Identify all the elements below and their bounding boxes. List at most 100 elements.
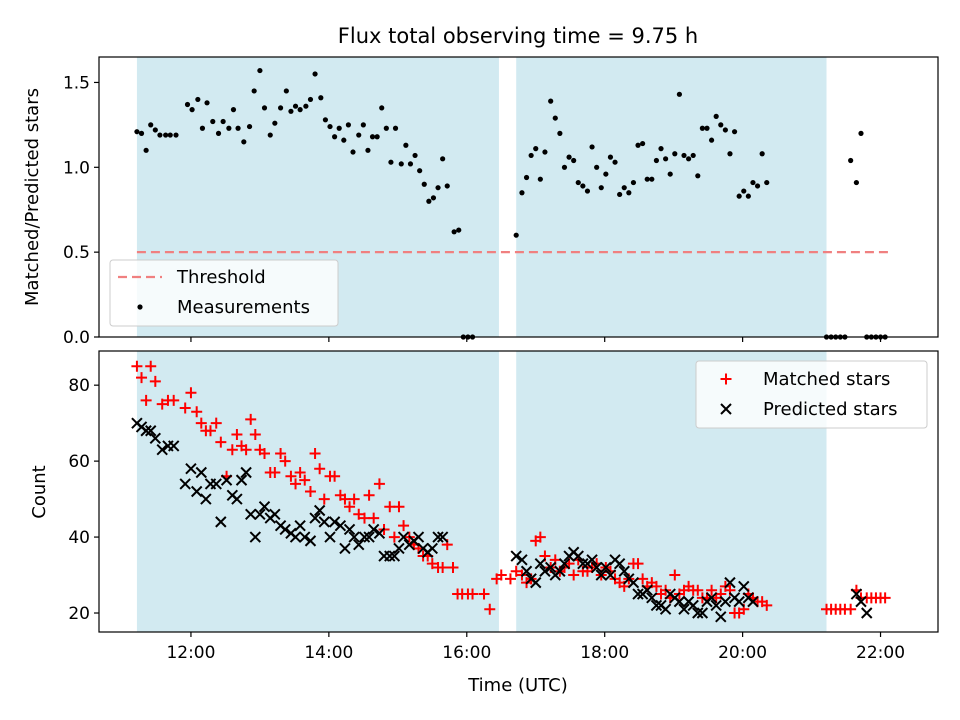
measurement-point: [537, 176, 543, 182]
bottom-y-axis-label: Count: [29, 465, 50, 518]
predicted-star-point: [520, 565, 533, 577]
matched-star-point: [426, 558, 438, 570]
measurement-point: [644, 176, 650, 182]
matched-star-point: [437, 561, 449, 573]
measurement-point: [341, 137, 347, 143]
measurement-point: [708, 137, 715, 143]
y-tick-label: 40: [68, 528, 90, 548]
y-tick-label: 0.0: [63, 328, 90, 348]
measurement-point: [672, 151, 678, 157]
predicted-star-point: [600, 561, 612, 574]
matched-star-point: [484, 603, 496, 615]
legend-predicted-label: Predicted stars: [763, 399, 897, 420]
predicted-star-point: [861, 607, 873, 619]
measurement-point: [626, 190, 632, 196]
predicted-star-point: [650, 599, 663, 612]
predicted-star-point: [646, 592, 658, 604]
predicted-star-point: [510, 550, 522, 562]
predicted-star-point: [586, 554, 598, 566]
predicted-star-point: [339, 542, 351, 555]
measurement-point: [853, 179, 859, 186]
top-y-axis-label: Matched/Predicted stars: [22, 88, 43, 306]
predicted-star-point: [719, 595, 732, 608]
measurement-point: [189, 107, 195, 113]
x-tick-label: 22:00: [856, 643, 905, 663]
measurement-point: [134, 129, 140, 135]
predicted-star-point: [210, 478, 222, 490]
predicted-star-point: [539, 565, 551, 577]
matched-star-point: [185, 387, 197, 399]
matched-star-point: [259, 448, 271, 460]
measurement-point: [369, 134, 376, 140]
measurement-point: [557, 130, 563, 136]
measurement-point: [283, 88, 289, 94]
measurement-point: [607, 154, 614, 160]
predicted-star-point: [185, 463, 197, 475]
x-tick-label: 14:00: [304, 643, 353, 663]
measurement-point: [764, 179, 770, 186]
matched-star-point: [140, 394, 152, 406]
matched-star-point: [156, 398, 168, 410]
predicted-star-point: [309, 512, 321, 524]
legend: Threshold Measurements: [109, 259, 339, 327]
matched-star-point: [168, 394, 180, 406]
measurement-point: [548, 98, 554, 104]
measurement-point: [230, 107, 237, 113]
matched-star-point: [215, 436, 227, 448]
measurement-point: [444, 183, 450, 189]
predicted-star-point: [353, 538, 365, 551]
measurement-point: [336, 125, 342, 131]
series-measurements: [134, 67, 888, 340]
measurement-point: [379, 105, 385, 111]
predicted-star-point: [254, 508, 266, 520]
predicted-star-point: [358, 531, 371, 543]
measurement-point: [307, 96, 314, 103]
predicted-star-point: [167, 440, 180, 452]
predicted-star-point: [426, 542, 439, 555]
measurement-point: [318, 95, 324, 101]
measurement-point: [327, 123, 333, 130]
measurement-point: [594, 164, 600, 170]
matched-star-point: [504, 573, 516, 585]
predicted-star-point: [245, 508, 257, 520]
measurement-point: [430, 195, 437, 201]
measurement-point: [288, 108, 294, 114]
measurement-point: [575, 179, 581, 186]
measurement-point: [297, 107, 303, 113]
matched-star-point: [393, 501, 405, 513]
predicted-star-point: [572, 550, 584, 562]
measurement-point: [210, 118, 216, 125]
measurement-point: [267, 132, 273, 138]
measurement-point: [667, 171, 673, 177]
matched-star-point: [384, 501, 396, 513]
predicted-star-point: [558, 557, 571, 570]
measurement-point: [519, 190, 525, 196]
measurement-point: [235, 125, 241, 131]
predicted-star-point: [604, 569, 617, 581]
measurement-point: [745, 193, 751, 199]
measurement-point: [277, 105, 284, 111]
bottom-panel: 20 40 60 80 12:00 14:00 16:00 18:00 20:00 22:00 Ma…: [68, 350, 939, 663]
measurement-point: [350, 149, 356, 155]
predicted-star-point: [516, 554, 528, 566]
measurement-point: [167, 132, 173, 138]
predicted-star-point: [530, 576, 542, 589]
matched-star-point: [879, 592, 891, 604]
measurement-point: [383, 125, 389, 131]
matched-star-point: [195, 417, 207, 429]
matched-star-point: [368, 512, 380, 524]
measurement-point: [163, 132, 169, 138]
measurement-point: [561, 164, 568, 170]
x-tick-label: 20:00: [718, 643, 767, 663]
plot-frame: [98, 56, 939, 338]
x-axis-label: Time (UTC): [467, 675, 568, 696]
measurement-point: [621, 185, 627, 191]
measurement-point: [612, 159, 618, 165]
predicted-star-point: [279, 523, 291, 536]
measurement-point: [580, 183, 586, 189]
matched-star-point: [290, 478, 302, 490]
measurement-point: [392, 125, 399, 131]
x-tick-label: 16:00: [442, 643, 491, 663]
predicted-star-point: [179, 478, 191, 490]
predicted-star-point: [632, 588, 644, 600]
